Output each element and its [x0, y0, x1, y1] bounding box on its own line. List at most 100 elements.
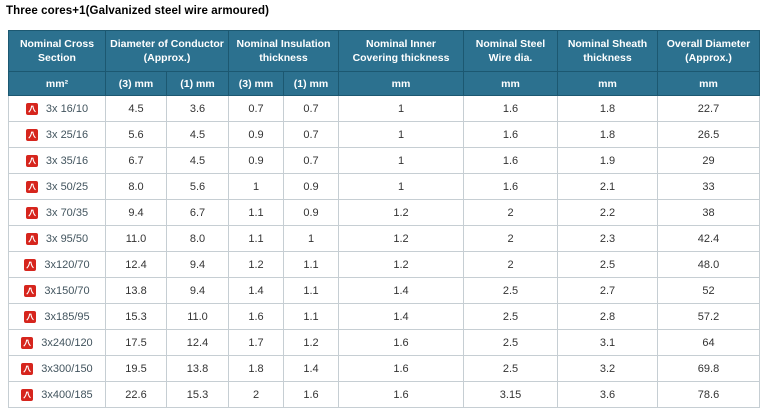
pdf-icon[interactable]: [21, 362, 34, 375]
value-cell: 2: [463, 199, 558, 226]
pdf-icon[interactable]: [21, 388, 34, 401]
value-cell: 0.7: [283, 121, 339, 148]
table-row: 3x 70/35 9.4 6.7 1.1 0.9 1.2 2 2.2 38: [8, 199, 760, 226]
size-label: 3x 25/16: [45, 128, 89, 141]
table-row: 3x150/70 13.8 9.4 1.4 1.1 1.4 2.5 2.7 52: [8, 277, 760, 304]
value-cell: 1.4: [228, 277, 284, 304]
value-cell: 19.5: [105, 355, 167, 382]
value-cell: 2.5: [463, 303, 558, 330]
value-cell: 4.5: [166, 147, 229, 174]
value-cell: 2.1: [557, 173, 658, 200]
value-cell: 13.8: [166, 355, 229, 382]
value-cell: 1.1: [228, 225, 284, 252]
value-cell: 2.2: [557, 199, 658, 226]
size-label: 3x 95/50: [45, 232, 89, 245]
value-cell: 9.4: [105, 199, 167, 226]
size-cell: 3x 95/50: [8, 225, 106, 252]
size-cell: 3x 16/10: [8, 95, 106, 122]
column-unit-header: mm: [463, 71, 558, 96]
value-cell: 9.4: [166, 251, 229, 278]
column-unit-header: (3) mm: [105, 71, 167, 96]
value-cell: 1.8: [557, 121, 658, 148]
value-cell: 1.6: [283, 381, 339, 408]
value-cell: 0.7: [228, 95, 284, 122]
value-cell: 1.1: [283, 277, 339, 304]
column-unit-header: (1) mm: [283, 71, 339, 96]
pdf-icon[interactable]: [25, 154, 38, 167]
size-label: 3x 16/10: [45, 102, 89, 115]
value-cell: 0.7: [283, 147, 339, 174]
value-cell: 12.4: [166, 329, 229, 356]
value-cell: 1.4: [283, 355, 339, 382]
column-header: Nominal Cross Section: [8, 30, 106, 72]
header-units-row: mm² (3) mm (1) mm (3) mm (1) mm mm mm mm mm: [8, 71, 760, 96]
value-cell: 1.8: [557, 95, 658, 122]
value-cell: 1.7: [228, 329, 284, 356]
value-cell: 8.0: [166, 225, 229, 252]
column-unit-header: (3) mm: [228, 71, 284, 96]
header-group-row: Nominal Cross Section Diameter of Conduct…: [8, 30, 760, 72]
value-cell: 42.4: [657, 225, 760, 252]
value-cell: 5.6: [105, 121, 167, 148]
size-cell: 3x150/70: [8, 277, 106, 304]
value-cell: 11.0: [105, 225, 167, 252]
value-cell: 26.5: [657, 121, 760, 148]
value-cell: 1.6: [338, 329, 464, 356]
size-cell: 3x300/150: [8, 355, 106, 382]
size-cell: 3x120/70: [8, 251, 106, 278]
value-cell: 48.0: [657, 251, 760, 278]
pdf-icon[interactable]: [21, 336, 34, 349]
pdf-icon[interactable]: [25, 128, 38, 141]
value-cell: 1: [338, 95, 464, 122]
pdf-icon[interactable]: [25, 206, 38, 219]
table-row: 3x300/150 19.5 13.8 1.8 1.4 1.6 2.5 3.2 69.8: [8, 355, 760, 382]
value-cell: 2.7: [557, 277, 658, 304]
size-label: 3x240/120: [41, 336, 93, 349]
table-header: Nominal Cross Section Diameter of Conduct…: [8, 30, 760, 96]
size-label: 3x300/150: [41, 362, 93, 375]
pdf-icon[interactable]: [24, 258, 37, 271]
value-cell: 1.6: [228, 303, 284, 330]
value-cell: 4.5: [166, 121, 229, 148]
value-cell: 2.3: [557, 225, 658, 252]
pdf-icon[interactable]: [25, 232, 38, 245]
size-cell: 3x 70/35: [8, 199, 106, 226]
size-label: 3x185/95: [44, 310, 90, 323]
value-cell: 1.6: [338, 381, 464, 408]
pdf-icon[interactable]: [24, 310, 37, 323]
table-body: 3x 16/10 4.5 3.6 0.7 0.7 1 1.6 1.8 22.7 3x 25/16 5…: [8, 95, 760, 408]
size-cell: 3x400/185: [8, 381, 106, 408]
column-header: Nominal Sheath thickness: [557, 30, 658, 72]
size-label: 3x150/70: [44, 284, 90, 297]
value-cell: 1.6: [463, 121, 558, 148]
size-label: 3x400/185: [41, 388, 93, 401]
size-cell: 3x240/120: [8, 329, 106, 356]
value-cell: 64: [657, 329, 760, 356]
column-header: Nominal Steel Wire dia.: [463, 30, 558, 72]
value-cell: 22.7: [657, 95, 760, 122]
pdf-icon[interactable]: [24, 284, 37, 297]
value-cell: 2.5: [557, 251, 658, 278]
size-cell: 3x185/95: [8, 303, 106, 330]
value-cell: 17.5: [105, 329, 167, 356]
value-cell: 0.9: [283, 173, 339, 200]
value-cell: 6.7: [105, 147, 167, 174]
value-cell: 1.6: [463, 95, 558, 122]
value-cell: 1: [283, 225, 339, 252]
value-cell: 1.2: [338, 251, 464, 278]
pdf-icon[interactable]: [25, 102, 38, 115]
value-cell: 22.6: [105, 381, 167, 408]
value-cell: 3.1: [557, 329, 658, 356]
size-label: 3x 70/35: [45, 206, 89, 219]
table-row: 3x 25/16 5.6 4.5 0.9 0.7 1 1.6 1.8 26.5: [8, 121, 760, 148]
value-cell: 2.5: [463, 329, 558, 356]
value-cell: 1.2: [338, 225, 464, 252]
column-unit-header: mm²: [8, 71, 106, 96]
value-cell: 78.6: [657, 381, 760, 408]
value-cell: 38: [657, 199, 760, 226]
value-cell: 29: [657, 147, 760, 174]
pdf-icon[interactable]: [25, 180, 38, 193]
value-cell: 3.6: [166, 95, 229, 122]
value-cell: 1.6: [338, 355, 464, 382]
value-cell: 0.9: [283, 199, 339, 226]
